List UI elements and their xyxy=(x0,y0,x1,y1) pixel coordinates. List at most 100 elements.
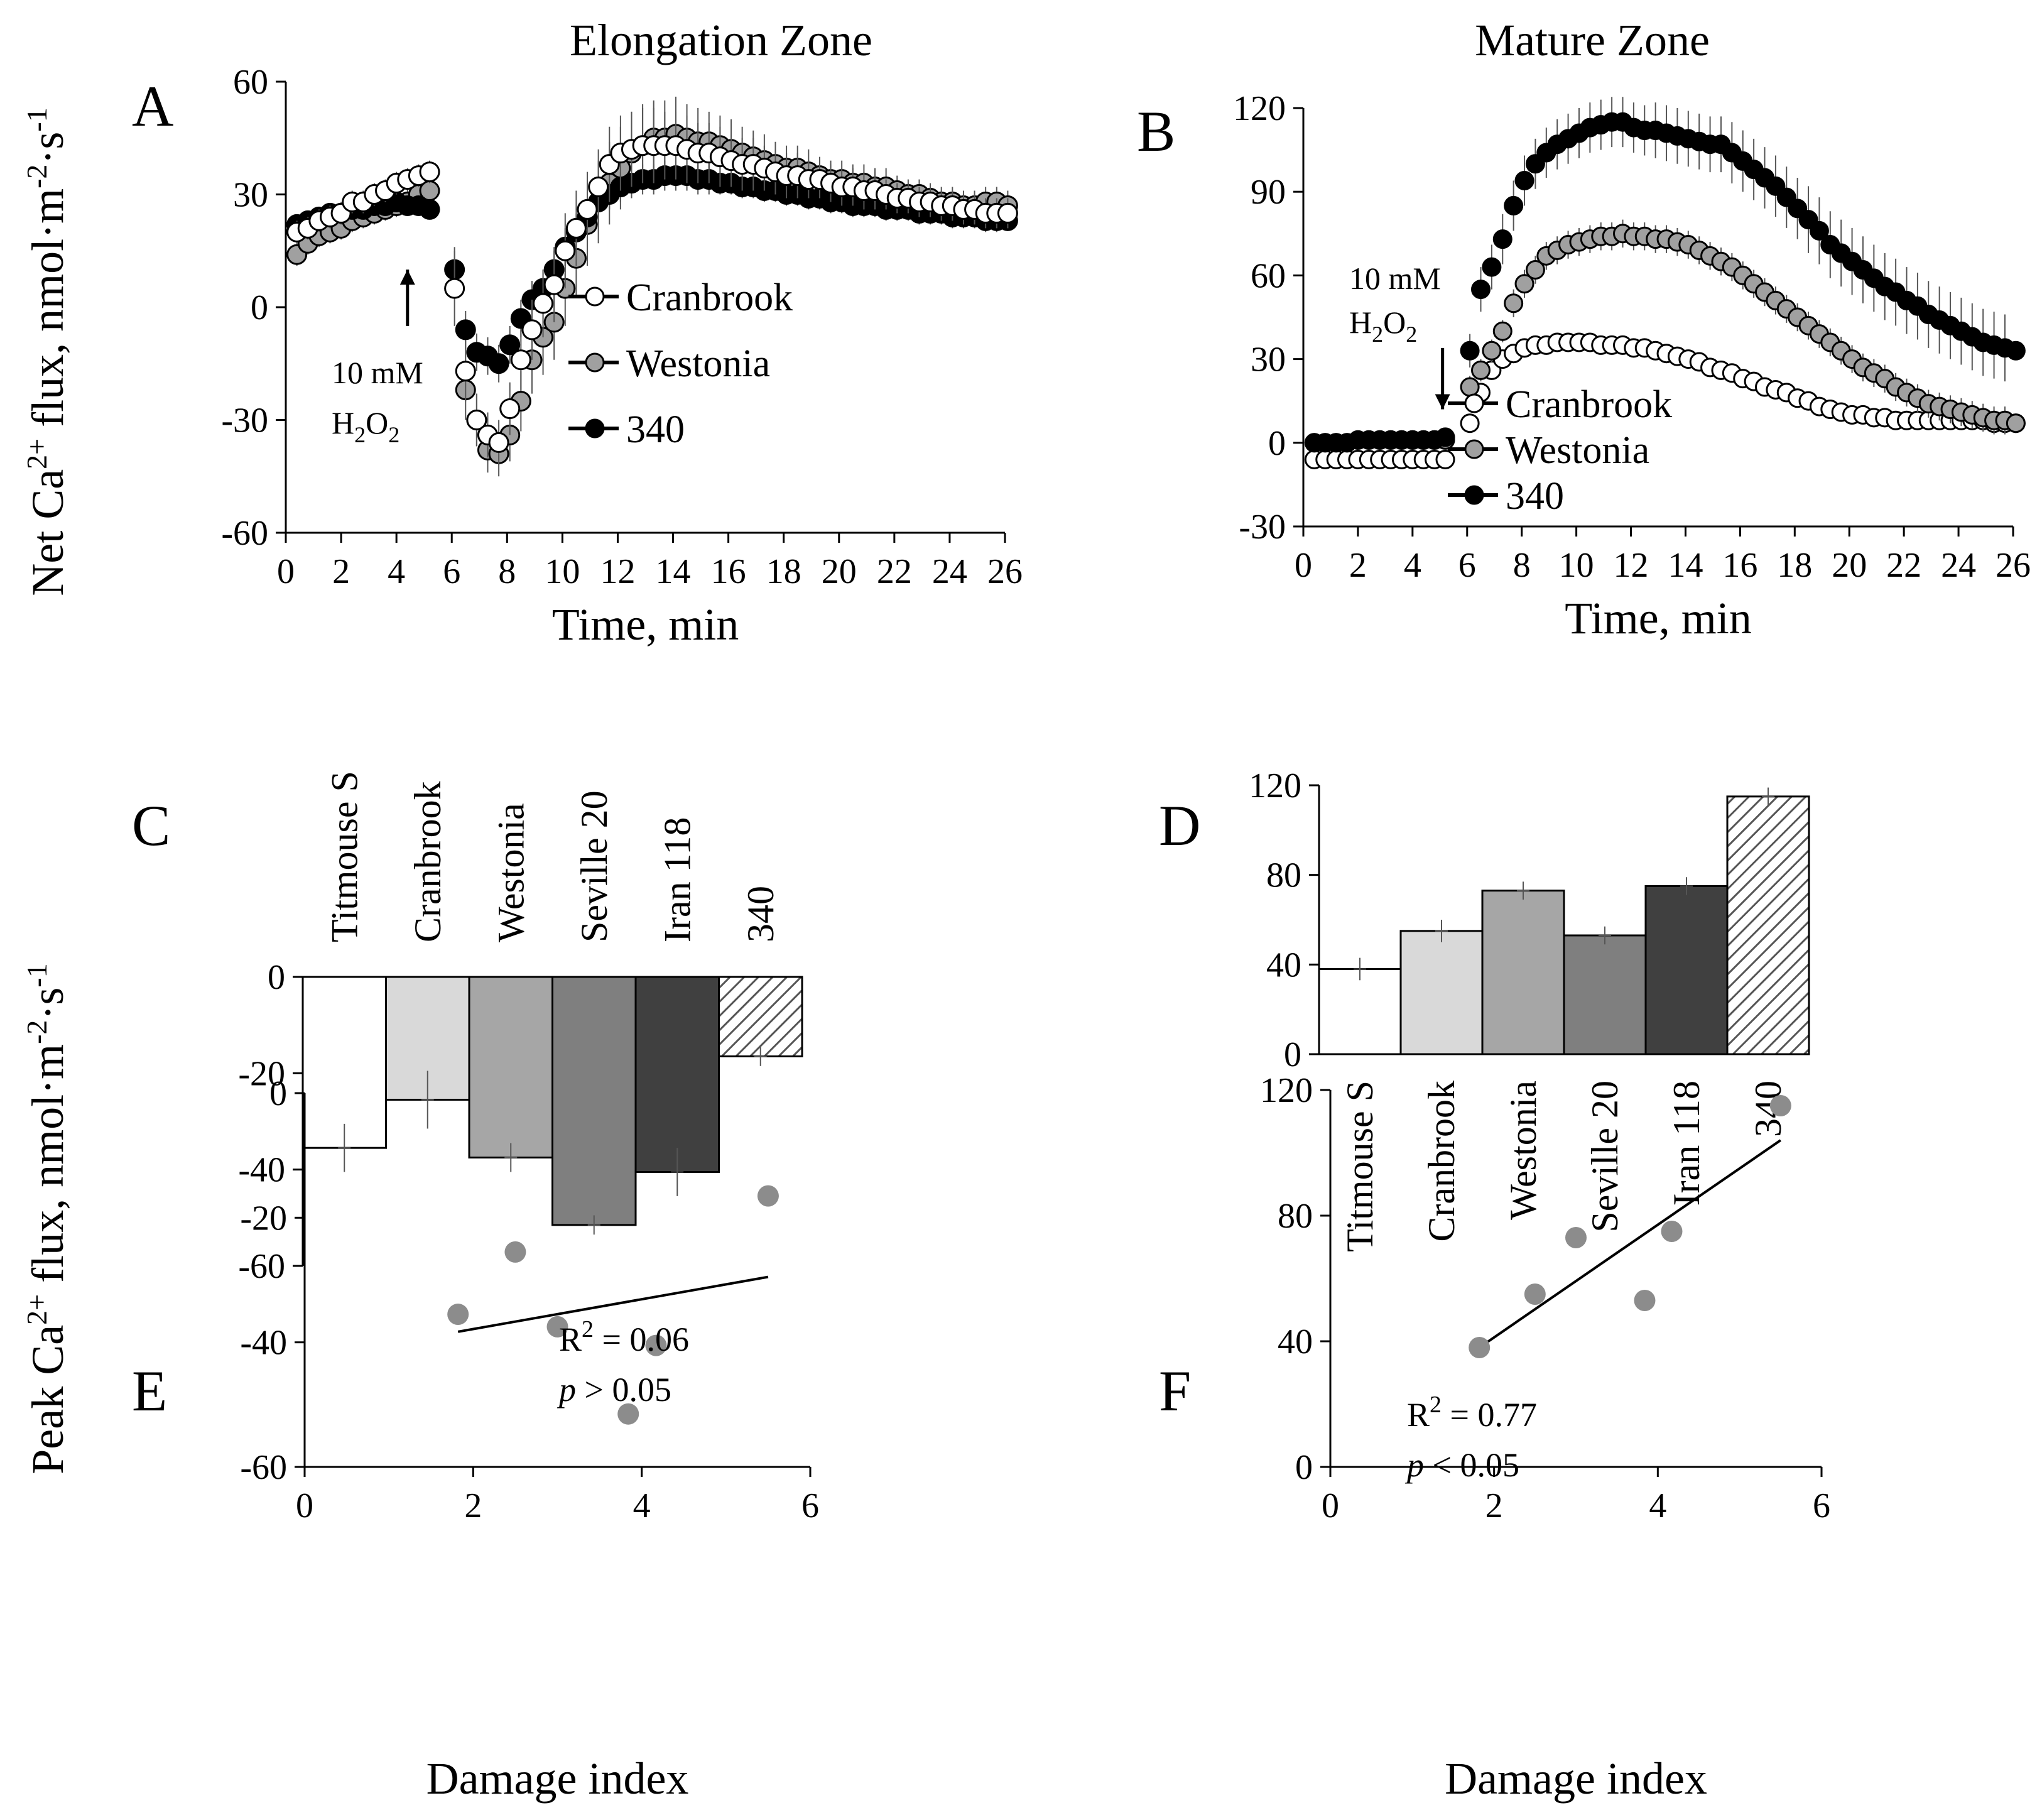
x-tick-label: 6 xyxy=(801,1486,819,1525)
x-axis-label: Damage index xyxy=(426,1753,689,1804)
x-tick-label: 2 xyxy=(464,1486,482,1525)
data-point xyxy=(588,177,609,198)
data-point xyxy=(555,240,576,261)
data-point xyxy=(1482,257,1502,277)
category-label: Westonia xyxy=(1502,1081,1544,1220)
x-tick-label: 12 xyxy=(1614,546,1649,585)
y-tick-label: 60 xyxy=(233,63,268,102)
x-tick-label: 0 xyxy=(296,1486,313,1525)
y-tick-label: 0 xyxy=(269,1074,287,1113)
bar xyxy=(634,976,720,1173)
r-squared-sup: 2 xyxy=(582,1316,594,1343)
data-point xyxy=(1634,1290,1656,1311)
data-point xyxy=(499,398,521,420)
x-tick-label: 2 xyxy=(1485,1486,1503,1525)
y-tick-label: 0 xyxy=(251,288,268,327)
axes xyxy=(1309,784,1320,1055)
data-point xyxy=(997,202,1018,224)
data-point xyxy=(419,199,440,220)
category-label: Iran 118 xyxy=(656,817,698,942)
x-tick-label: 20 xyxy=(1832,546,1867,585)
data-point xyxy=(521,319,543,341)
y-tick-label: 0 xyxy=(268,958,285,997)
y-tick-label: 120 xyxy=(1260,1071,1313,1110)
y-tick-label: -60 xyxy=(221,514,268,553)
x-tick-label: 2 xyxy=(1349,546,1367,585)
p-value-text: p < 0.05 xyxy=(1404,1446,1519,1484)
x-tick-label: 4 xyxy=(1404,546,1421,585)
r-squared-label: R xyxy=(1407,1396,1430,1434)
panel-c-elongation-peak-bars: 0-20-40-60C Titmouse S Cranbrook Westonia Se… xyxy=(132,771,803,1286)
y-tick-label: 90 xyxy=(1251,173,1286,212)
data-point xyxy=(1769,1095,1791,1116)
bottom-ylabel-sup: 2+ xyxy=(21,1294,53,1325)
category-label: Seville 20 xyxy=(1584,1081,1626,1233)
x-tick-label: 2 xyxy=(332,552,350,591)
legend-marker xyxy=(585,286,605,307)
bar xyxy=(1399,930,1484,1055)
axes xyxy=(295,1092,812,1477)
top-ylabel-sup: -1 xyxy=(21,107,53,131)
top-ylabel-part: flux, nmol·m xyxy=(23,188,73,439)
category-label: Cranbrook xyxy=(407,781,448,942)
x-tick-label: 6 xyxy=(1458,546,1476,585)
y-tick-label: 40 xyxy=(1278,1322,1313,1361)
data-point xyxy=(617,1403,639,1425)
legend-label: 340 xyxy=(626,408,685,451)
trend-line xyxy=(457,1275,769,1333)
series-340 xyxy=(1304,97,2026,453)
data-point xyxy=(1504,293,1524,313)
top-ylabel-part: Net Ca xyxy=(23,469,73,596)
bottom-ylabel-sup: -2 xyxy=(21,1020,53,1044)
series-cranbrook xyxy=(1304,332,2026,469)
x-axis-label: Time, min xyxy=(1565,593,1751,643)
y-tick-label: -20 xyxy=(240,1199,287,1238)
legend-marker xyxy=(1464,439,1484,459)
data-point xyxy=(543,274,565,295)
data-point xyxy=(504,1241,526,1263)
data-point xyxy=(533,293,554,314)
data-point xyxy=(1469,1337,1491,1358)
p-value: < 0.05 xyxy=(1424,1446,1519,1484)
x-tick-label: 4 xyxy=(633,1486,651,1525)
top-ylabel-part: ·s xyxy=(23,132,73,165)
p-label: p xyxy=(557,1371,576,1409)
category-label: Westonia xyxy=(490,803,531,942)
y-tick-label: 120 xyxy=(1233,89,1286,128)
category-label: Iran 118 xyxy=(1666,1081,1707,1206)
data-point xyxy=(1514,170,1534,190)
bottom-ylabel-part: Peak Ca xyxy=(23,1325,73,1474)
r-squared-label: R xyxy=(559,1321,582,1358)
y-tick-label: 80 xyxy=(1266,856,1301,895)
data-point xyxy=(488,353,509,374)
axes xyxy=(1293,107,2014,537)
annotation-text: 10 mM xyxy=(332,355,423,390)
y-tick-label: 0 xyxy=(1284,1035,1301,1074)
annotation-tspan: 2 xyxy=(1406,322,1417,347)
annotation-tspan: O xyxy=(366,405,388,440)
axes xyxy=(1320,1089,1823,1477)
legend-marker xyxy=(585,352,605,373)
trend-line xyxy=(1479,1139,1781,1349)
x-tick-label: 18 xyxy=(1777,546,1812,585)
data-point xyxy=(1460,413,1480,433)
data-point xyxy=(499,334,521,356)
axes xyxy=(293,976,304,1267)
bar xyxy=(1726,795,1810,1055)
annotation-arrow-head xyxy=(399,270,415,285)
x-tick-label: 10 xyxy=(1559,546,1594,585)
axes xyxy=(276,80,1006,543)
y-tick-label: 0 xyxy=(1268,424,1286,463)
p-label: p xyxy=(1404,1446,1424,1484)
category-label: Titmouse S xyxy=(1339,1081,1381,1252)
x-tick-label: 14 xyxy=(1668,546,1703,585)
top-ylabel-sup: 2+ xyxy=(21,439,53,469)
category-label: Titmouse S xyxy=(323,771,365,942)
annotation-tspan: H xyxy=(332,405,354,440)
legend-label: Westonia xyxy=(626,342,770,385)
data-point xyxy=(510,349,531,371)
